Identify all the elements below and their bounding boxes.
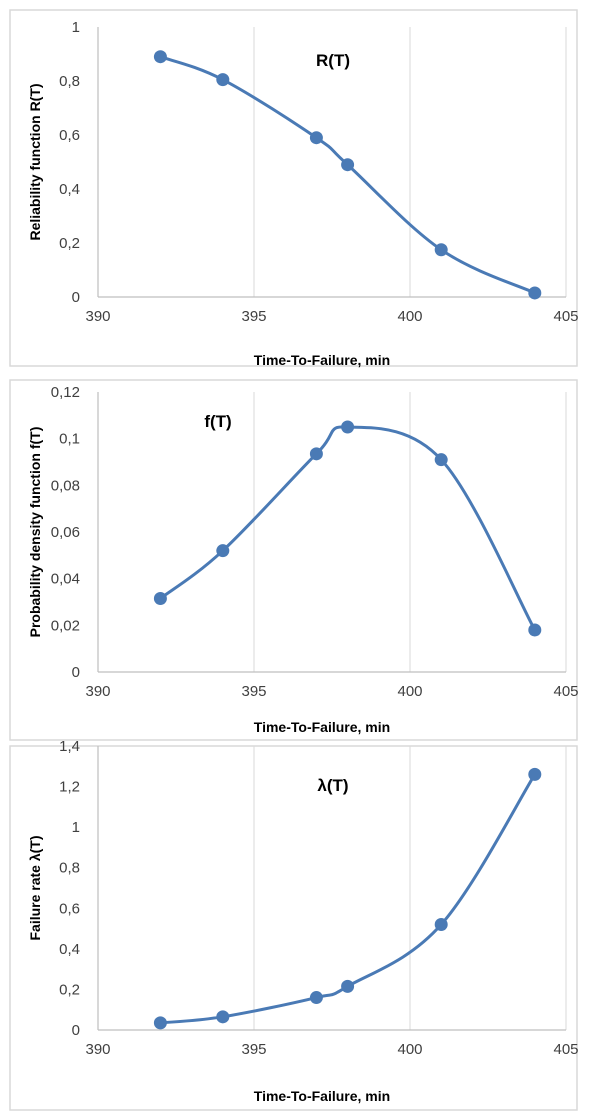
y-tick-label: 0,12	[51, 384, 80, 401]
x-tick-label: 405	[553, 1041, 578, 1058]
data-point	[528, 286, 542, 300]
y-tick-label: 1,4	[59, 738, 80, 755]
y-axis-label: Failure rate λ(T)	[27, 835, 43, 940]
y-tick-label: 0,02	[51, 617, 80, 634]
data-point	[309, 131, 323, 145]
data-point	[341, 420, 355, 434]
y-tick-label: 0,1	[59, 431, 80, 448]
y-tick-label: 0,8	[59, 73, 80, 90]
x-tick-label: 390	[85, 308, 110, 325]
y-tick-label: 1	[72, 19, 80, 36]
data-point	[528, 767, 542, 781]
data-point	[309, 447, 323, 461]
x-axis-label: Time-To-Failure, min	[254, 352, 390, 368]
chart-border	[9, 379, 578, 741]
x-tick-label: 400	[397, 308, 422, 325]
chart-reliability: 390 395 400 405 0 0,2 0,4 0,6 0,8 1 R(T) Time-To-Fa…	[9, 9, 579, 368]
x-tick-label: 395	[241, 683, 266, 700]
y-tick-label: 0,04	[51, 571, 80, 588]
chart-border	[9, 745, 578, 1111]
x-axis-label: Time-To-Failure, min	[254, 719, 390, 735]
y-tick-label: 0,08	[51, 477, 80, 494]
y-tick-label: 0,06	[51, 524, 80, 541]
chart-title: R(T)	[316, 51, 350, 70]
data-point	[341, 979, 355, 993]
y-tick-label: 0,8	[59, 860, 80, 877]
y-tick-label: 1	[72, 819, 80, 836]
x-tick-label: 400	[397, 683, 422, 700]
y-tick-label: 0,6	[59, 127, 80, 144]
x-tick-label: 405	[553, 308, 578, 325]
data-point	[216, 73, 230, 87]
y-axis-label: Probability density function f(T)	[27, 427, 43, 638]
y-tick-label: 0,4	[59, 941, 80, 958]
y-tick-label: 0,6	[59, 900, 80, 917]
y-tick-label: 0	[72, 664, 80, 681]
data-point	[434, 243, 448, 257]
data-point	[341, 158, 355, 172]
x-tick-label: 395	[241, 1041, 266, 1058]
x-tick-label: 390	[85, 683, 110, 700]
data-point	[153, 592, 167, 605]
y-tick-label: 1,2	[59, 779, 80, 796]
chart-border	[9, 9, 578, 367]
data-point	[216, 544, 230, 558]
chart-pdf: 390 395 400 405 0 0,02 0,04 0,06 0,08 0,1 0,12 f(T)…	[9, 379, 579, 741]
data-point	[153, 50, 167, 64]
x-tick-label: 405	[553, 683, 578, 700]
data-point	[153, 1016, 167, 1030]
y-tick-label: 0	[72, 289, 80, 306]
chart-title: λ(T)	[317, 776, 348, 795]
x-tick-label: 395	[241, 308, 266, 325]
y-tick-label: 0	[72, 1022, 80, 1039]
chart-failure-rate: 390 395 400 405 0 0,2 0,4 0,6 0,8 1 1,2 1,4 λ(T) Time…	[9, 738, 579, 1111]
data-point	[216, 1010, 230, 1024]
y-tick-label: 0,2	[59, 235, 80, 252]
data-point	[434, 918, 448, 932]
x-axis-label: Time-To-Failure, min	[254, 1088, 390, 1104]
y-axis-label: Reliability function R(T)	[27, 83, 43, 240]
chart-title: f(T)	[204, 412, 231, 431]
data-point	[528, 623, 542, 637]
y-tick-label: 0,4	[59, 181, 80, 198]
y-tick-label: 0,2	[59, 981, 80, 998]
data-point	[434, 453, 448, 467]
x-tick-label: 390	[85, 1041, 110, 1058]
x-tick-label: 400	[397, 1041, 422, 1058]
data-point	[309, 991, 323, 1005]
